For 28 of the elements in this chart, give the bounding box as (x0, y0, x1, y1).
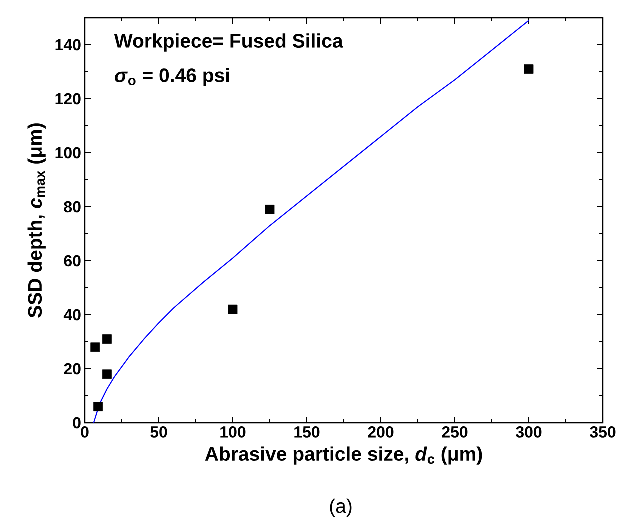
point (524, 64, 534, 74)
x-tick-label: 50 (150, 426, 168, 438)
annotation: Workpiece= Fused Silica (114, 34, 344, 52)
y-tick-label: 100 (56, 147, 81, 159)
x-tick-label: 100 (220, 426, 246, 438)
y-tick-label: 140 (56, 39, 81, 51)
y-tick-label: 20 (64, 363, 81, 375)
x-tick-label: 150 (294, 426, 320, 438)
point (102, 334, 112, 344)
y-axis-title: SSD depth, c$_{max}$ (μm) (28, 124, 46, 318)
y-tick-label: 40 (64, 309, 81, 321)
point (265, 204, 275, 214)
x-tick-label: 250 (442, 426, 468, 438)
y-tick-label: 80 (64, 201, 81, 213)
y-tick-label: 120 (56, 93, 81, 105)
text: (a) (330, 498, 352, 518)
point (94, 402, 104, 412)
x-tick-label: 350 (590, 426, 616, 438)
point (228, 304, 238, 314)
x-tick-label: 0 (81, 426, 89, 438)
point (90, 342, 100, 352)
x-axis-title: Abrasive particle size, d$_{c}$ (μm) (205, 446, 482, 465)
point (102, 370, 112, 380)
x-tick-label: 200 (368, 426, 394, 438)
annotation: σ$_{o}$ = 0.46 psi (115, 68, 230, 86)
x-tick-label: 300 (516, 426, 542, 438)
y-tick-label: 0 (73, 417, 81, 429)
y-tick-label: 60 (64, 255, 81, 267)
